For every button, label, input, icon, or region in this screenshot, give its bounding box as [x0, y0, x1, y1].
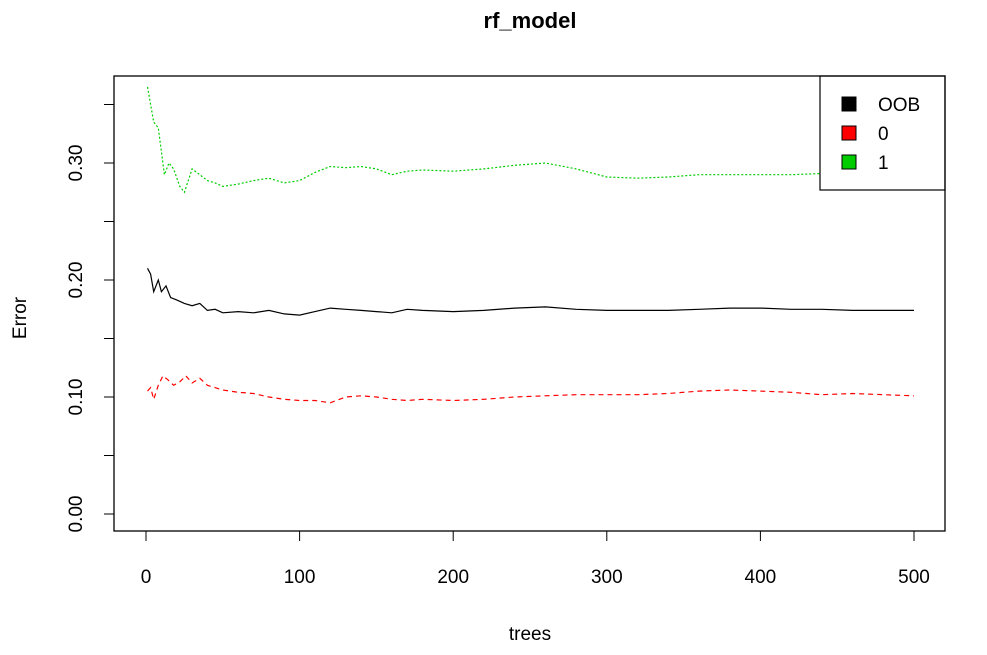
y-axis-label: Error	[10, 296, 31, 339]
legend-swatch	[841, 154, 857, 170]
legend-label: 1	[878, 153, 889, 174]
x-tick-label: 100	[284, 567, 316, 588]
axes: 0 100 200 300 400 500 0.00 0.10 0.20 0.30	[66, 104, 930, 588]
legend: OOB 0 1	[819, 75, 946, 191]
y-tick-label: 0.30	[66, 145, 87, 182]
chart-title: rf_model	[484, 8, 577, 33]
legend-label: 0	[878, 124, 889, 145]
series-line-1	[147, 374, 915, 404]
data-lines	[146, 86, 915, 404]
legend-label: OOB	[878, 95, 920, 116]
y-tick-label: 0.10	[66, 379, 87, 416]
legend-box	[819, 75, 946, 191]
x-tick-label: 300	[591, 567, 623, 588]
y-tick-label: 0.00	[66, 496, 87, 533]
y-tick-label: 0.20	[66, 262, 87, 299]
x-tick-label: 500	[898, 567, 930, 588]
series-line-0	[146, 268, 914, 316]
legend-swatch	[841, 125, 857, 141]
series-line-2	[146, 86, 915, 194]
x-tick-label: 200	[437, 567, 469, 588]
legend-swatch	[841, 96, 857, 112]
x-tick-label: 0	[141, 567, 152, 588]
x-axis-label: trees	[509, 624, 551, 645]
plot-frame	[113, 75, 946, 532]
x-tick-label: 400	[745, 567, 777, 588]
